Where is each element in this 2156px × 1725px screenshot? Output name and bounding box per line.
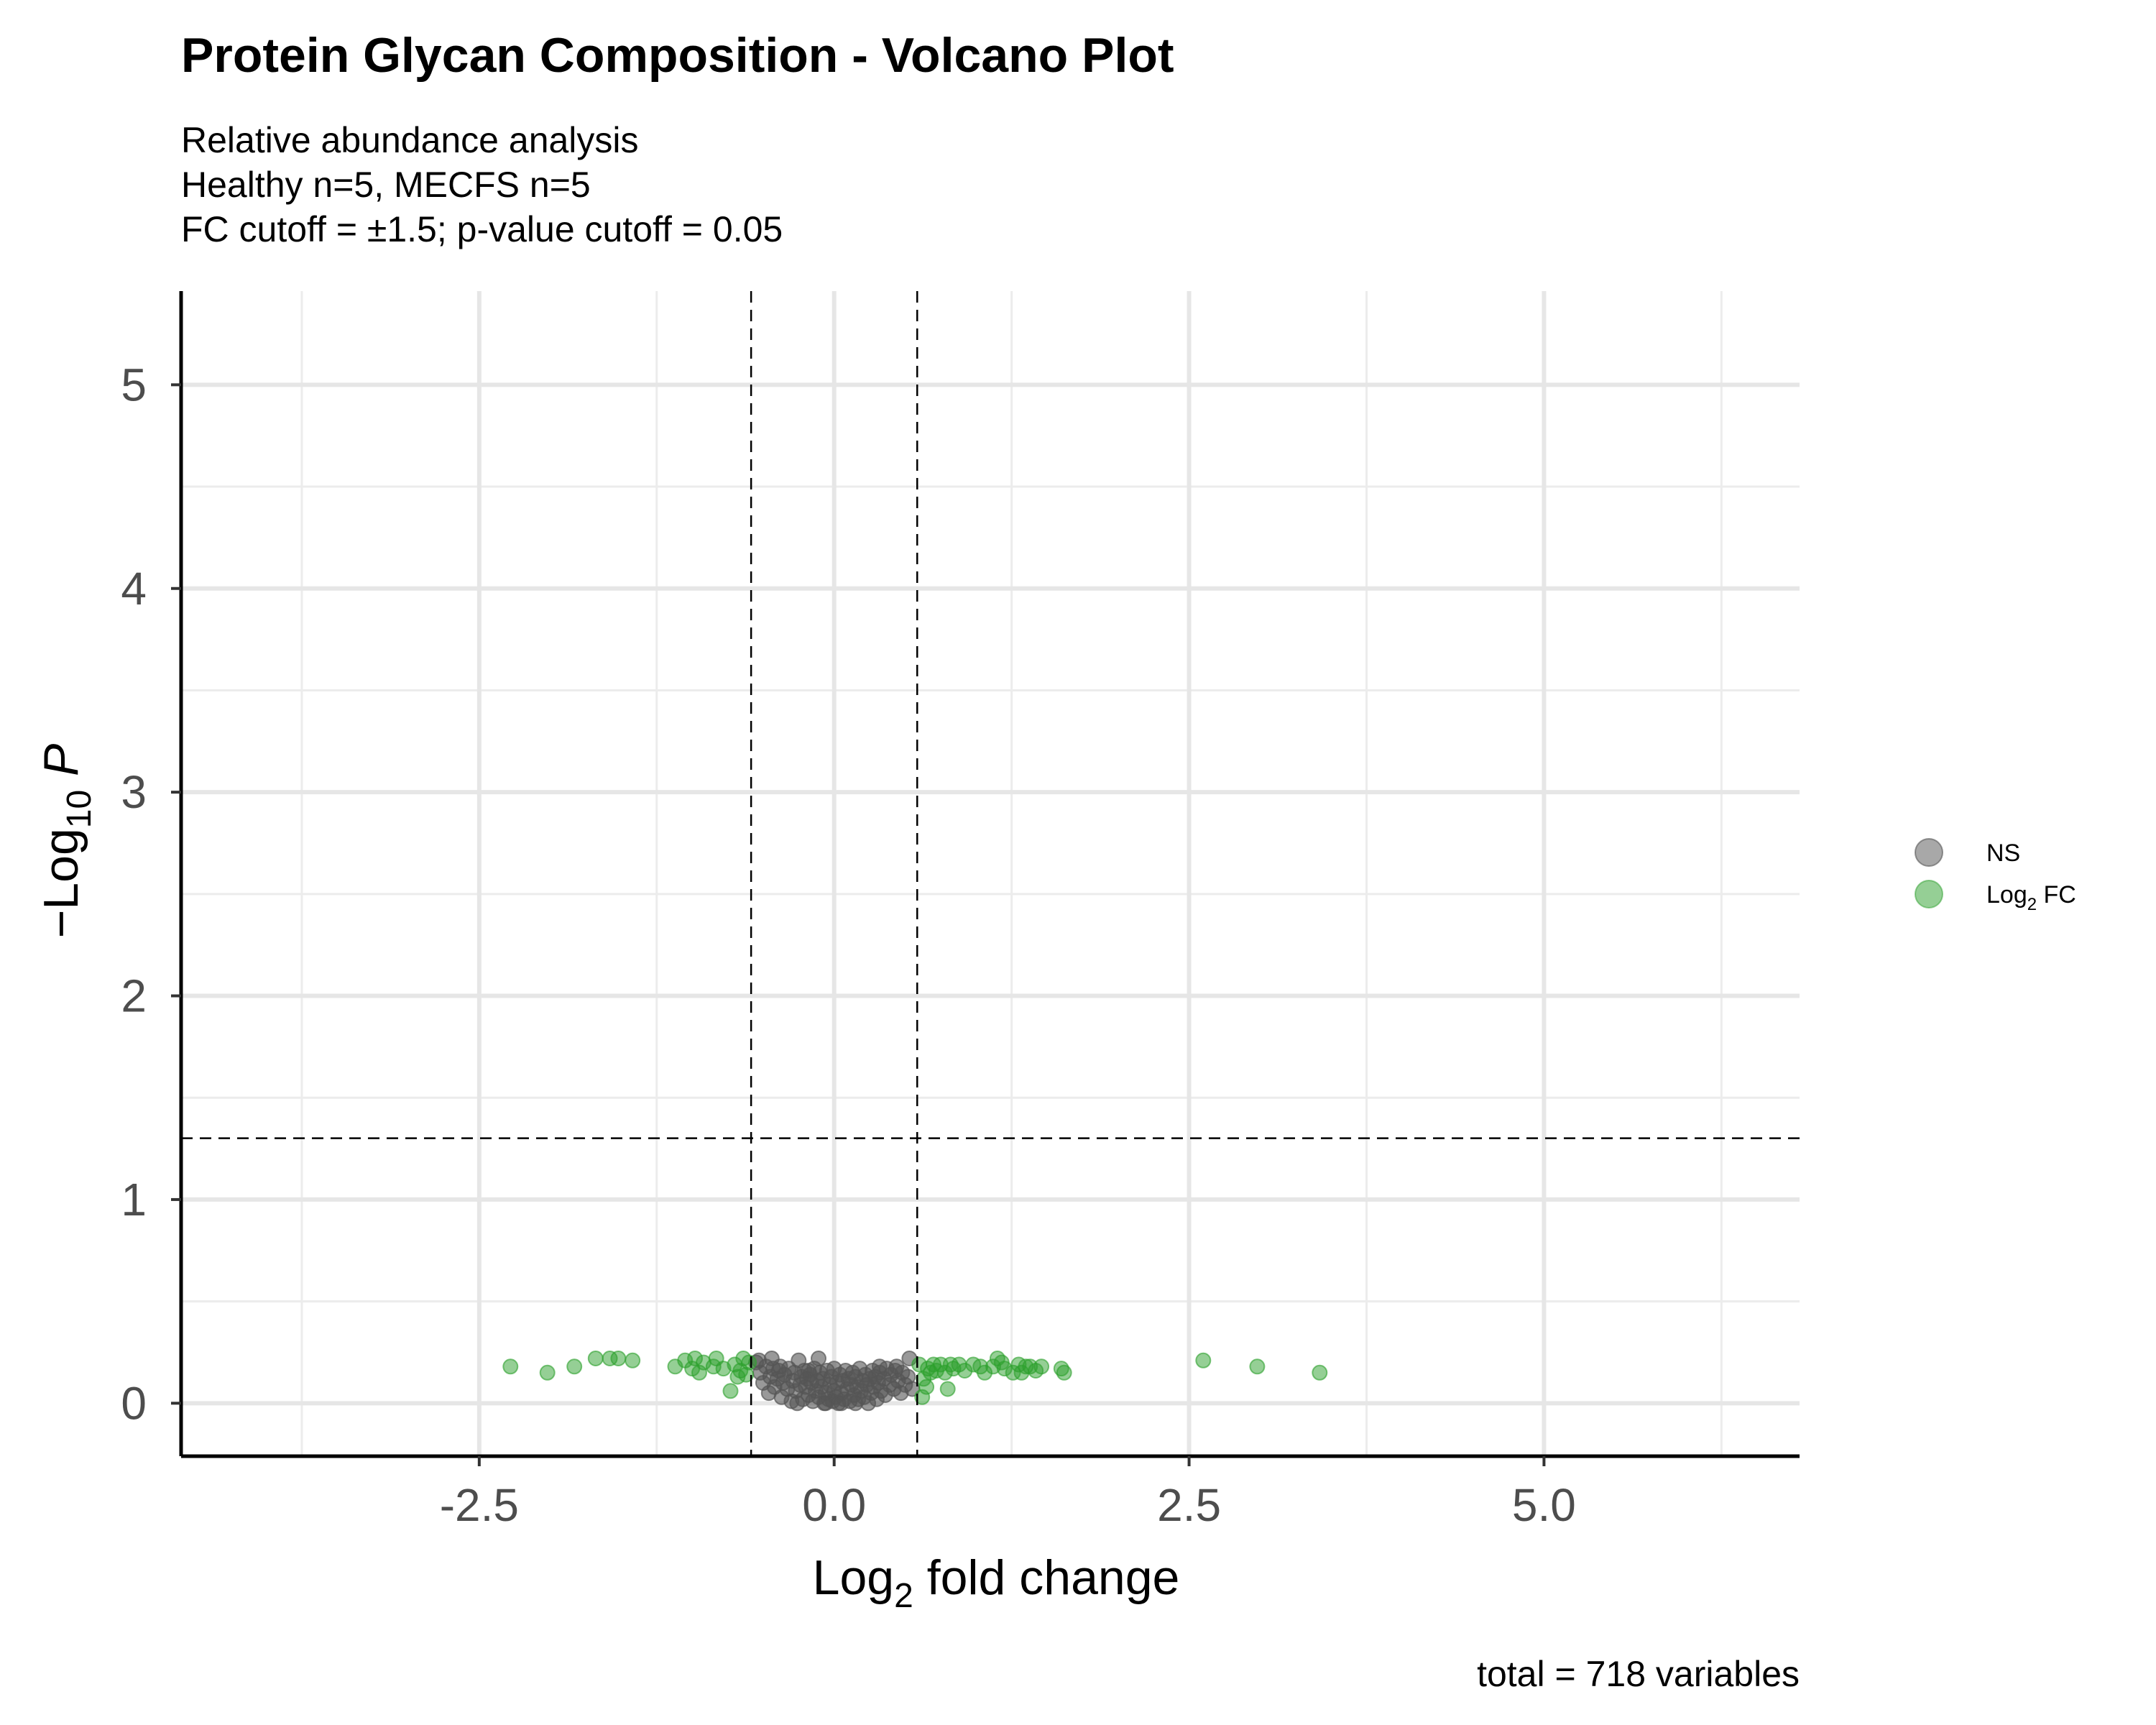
point-log2fc — [625, 1352, 641, 1368]
chart-subtitle-line-2: Healthy n=5, MECFS n=5 — [181, 165, 591, 205]
y-axis-title: −Log10 P — [34, 744, 98, 939]
point-log2fc — [741, 1354, 757, 1371]
point-ns — [833, 1395, 849, 1412]
legend: NS Log2 FC — [1915, 838, 2076, 914]
legend-key-ns — [1915, 838, 1943, 867]
x-tick-label: -2.5 — [440, 1479, 519, 1531]
y-tick-label: 4 — [121, 563, 147, 615]
chart-title: Protein Glycan Composition - Volcano Plo… — [181, 28, 1174, 83]
legend-label-fc: Log2 FC — [1986, 881, 2076, 914]
point-ns — [847, 1395, 864, 1412]
point-log2fc — [939, 1381, 956, 1397]
point-ns — [811, 1351, 826, 1366]
y-tick-label: 0 — [121, 1377, 147, 1429]
y-tick-label: 5 — [121, 359, 147, 410]
point-log2fc — [1195, 1352, 1212, 1368]
cutoff-lines — [181, 291, 1800, 1456]
x-tick-label: 5.0 — [1512, 1479, 1576, 1531]
y-tick-label: 1 — [121, 1174, 147, 1225]
chart-subtitle-line-1: Relative abundance analysis — [181, 120, 639, 160]
x-tick-label: 2.5 — [1157, 1479, 1221, 1531]
grid-major — [181, 291, 1800, 1456]
point-log2fc — [587, 1351, 604, 1366]
point-log2fc — [539, 1364, 556, 1381]
y-tick-label: 2 — [121, 970, 147, 1022]
point-ns — [801, 1363, 817, 1379]
point-log2fc — [1249, 1358, 1266, 1375]
tick-labels: -2.5 0.0 2.5 5.0 0 1 2 3 4 5 — [121, 359, 1575, 1531]
point-log2fc — [566, 1358, 583, 1375]
point-log2fc — [502, 1358, 519, 1375]
axes — [171, 291, 1800, 1466]
point-log2fc — [722, 1383, 739, 1399]
point-ns — [789, 1395, 806, 1412]
point-log2fc — [1033, 1358, 1050, 1375]
x-tick-label: 0.0 — [802, 1479, 866, 1531]
point-ns — [888, 1358, 905, 1375]
point-log2fc — [610, 1351, 627, 1366]
points-layer — [502, 1351, 1328, 1412]
point-log2fc — [1312, 1364, 1328, 1381]
x-axis-title: Log2 fold change — [813, 1550, 1180, 1615]
caption-total: total = 718 variables — [1477, 1654, 1800, 1694]
point-log2fc — [918, 1379, 935, 1395]
legend-key-fc — [1915, 880, 1943, 908]
y-tick-label: 3 — [121, 766, 147, 818]
legend-label-ns: NS — [1986, 840, 2020, 867]
point-ns — [772, 1358, 788, 1375]
point-ns — [871, 1358, 888, 1375]
chart-subtitle-line-3: FC cutoff = ±1.5; p-value cutoff = 0.05 — [181, 209, 783, 249]
grid-minor — [181, 291, 1800, 1456]
point-ns — [817, 1395, 834, 1412]
point-log2fc — [1056, 1364, 1072, 1381]
